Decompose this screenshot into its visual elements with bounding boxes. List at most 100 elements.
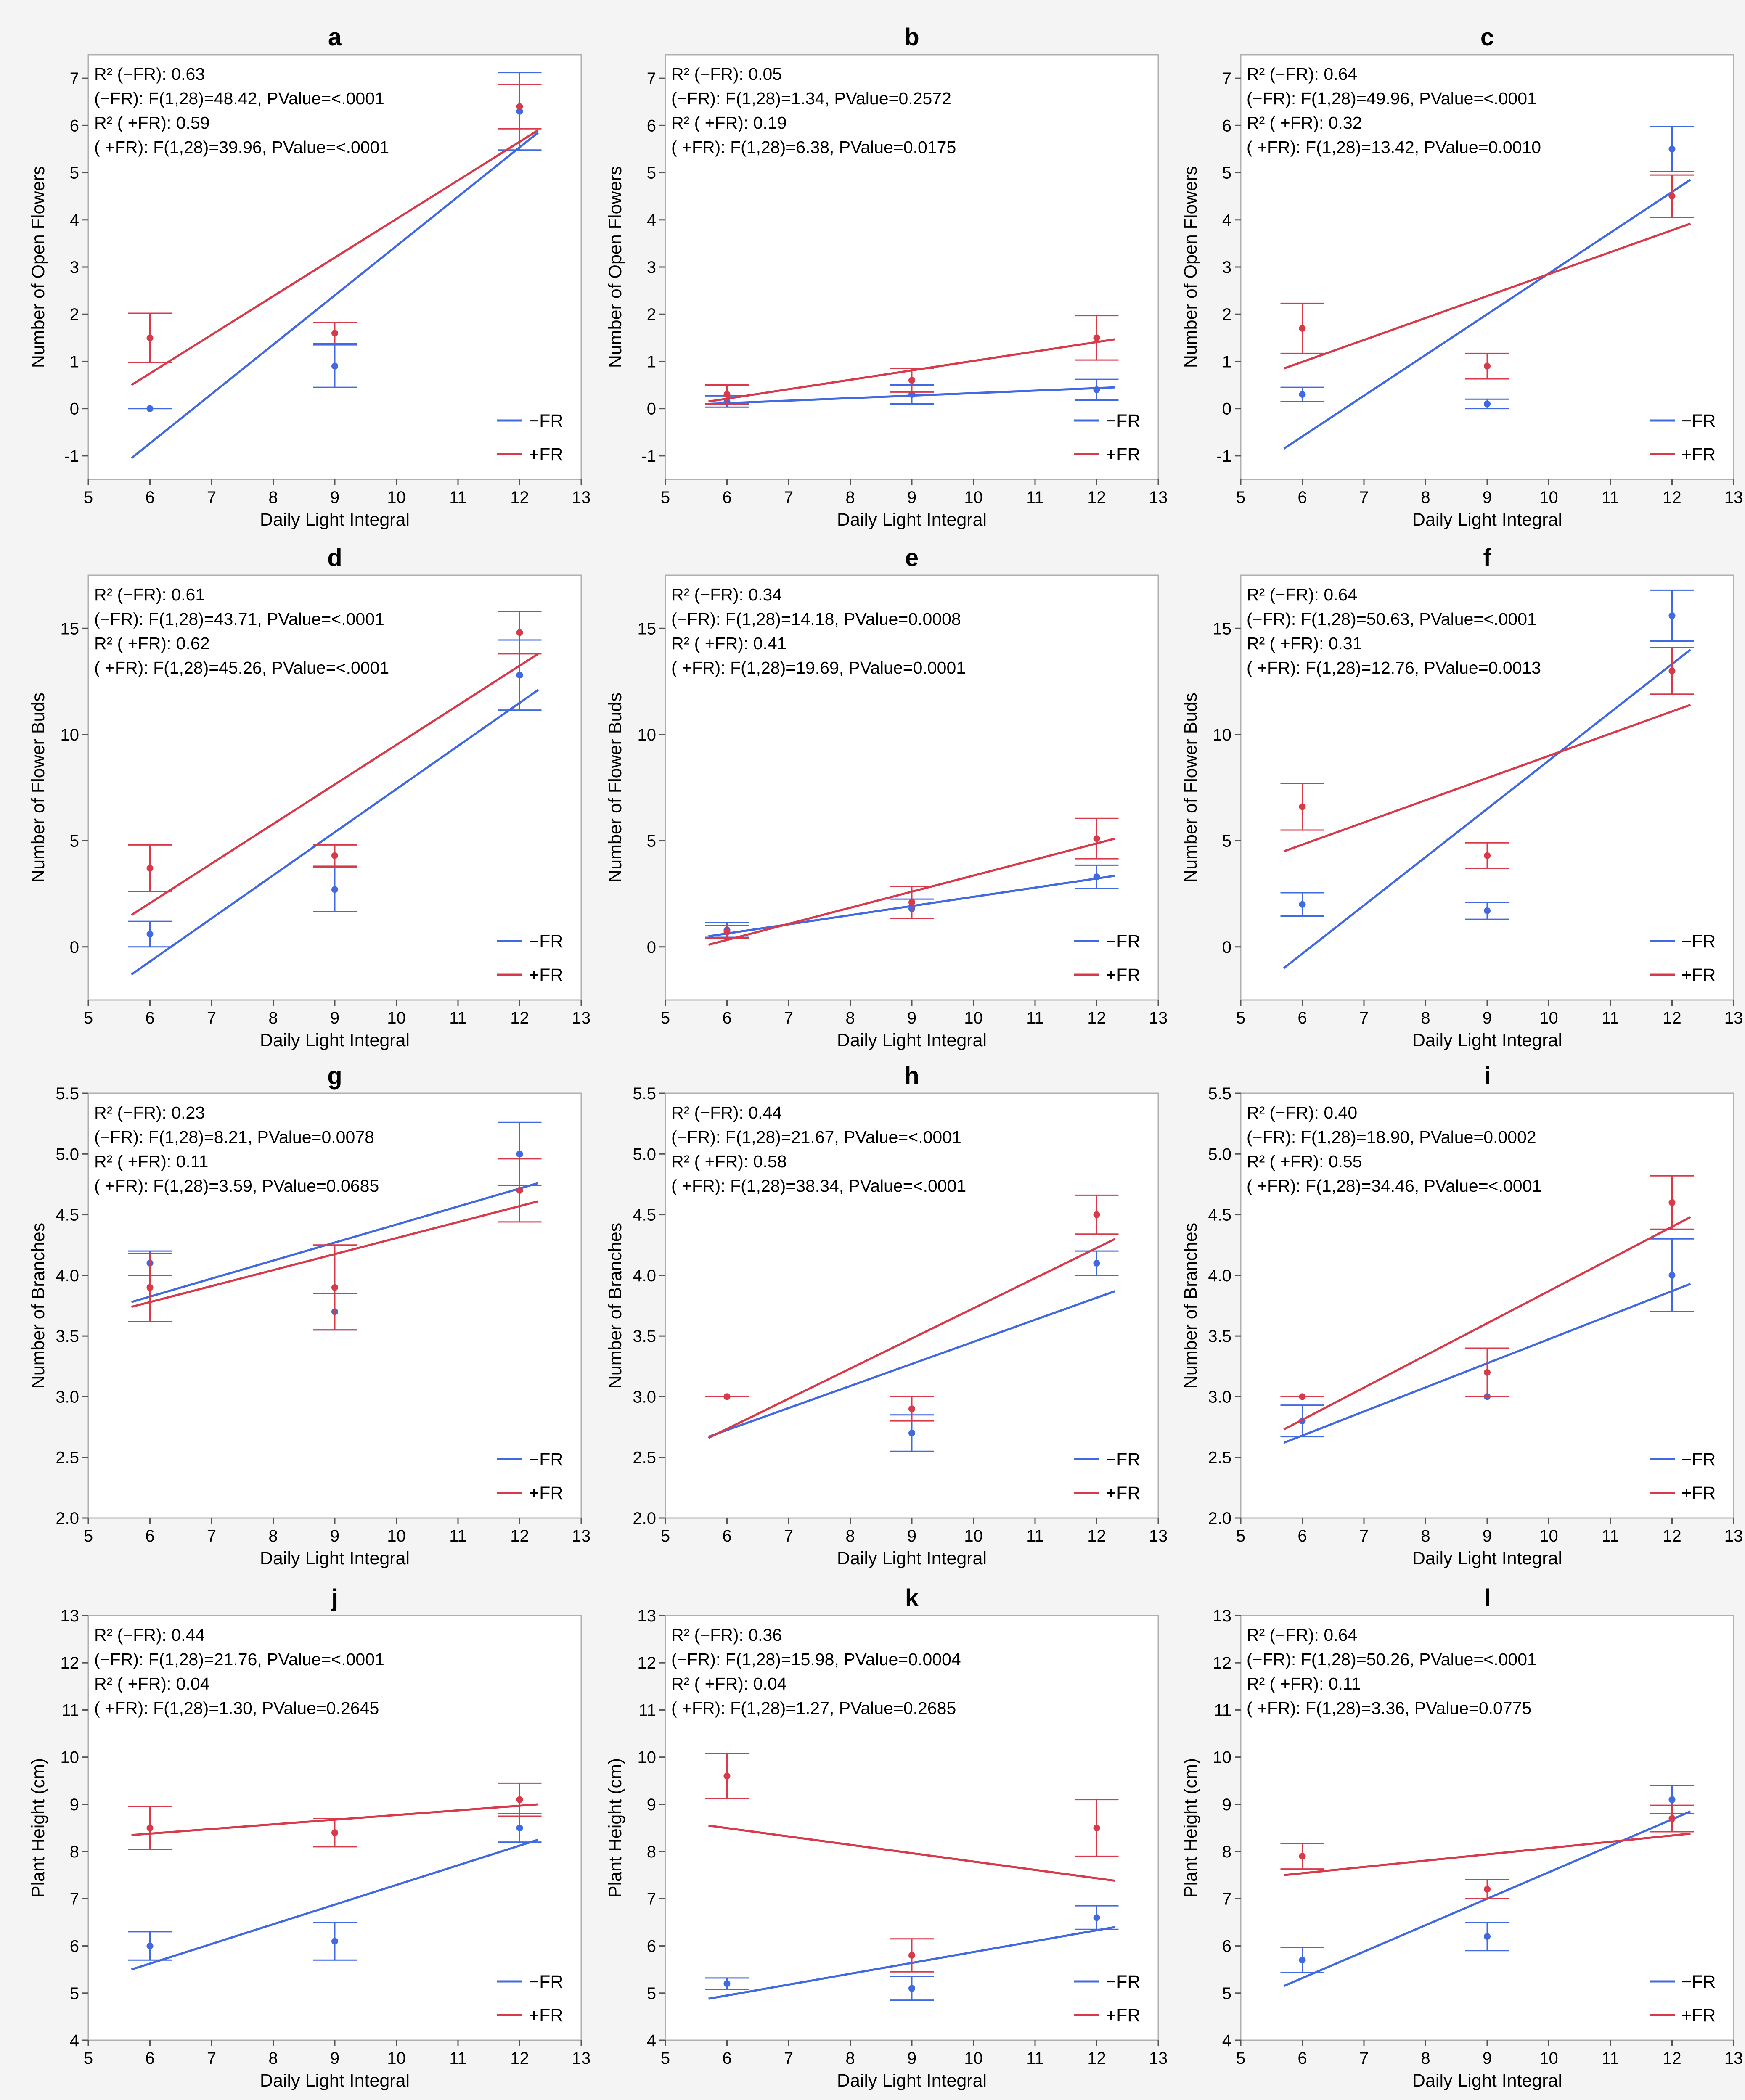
fit-line [1283, 704, 1691, 852]
y-tick-label: 4 [647, 211, 656, 230]
x-tick-label: 7 [1359, 1527, 1369, 1545]
x-tick-label: 8 [1421, 2049, 1430, 2068]
stat-line: R² ( +FR): 0.11 [94, 1152, 209, 1171]
y-tick-label: 4 [70, 211, 79, 230]
stat-line: R² ( +FR): 0.19 [671, 113, 787, 132]
x-tick-label: 7 [207, 1009, 216, 1027]
stat-line: (−FR): F(1,28)=21.76, PValue=<.0001 [94, 1650, 384, 1669]
x-tick-label: 8 [845, 1009, 855, 1027]
data-point [146, 1942, 154, 1949]
y-tick-label: 6 [70, 116, 79, 135]
data-point [908, 1405, 915, 1412]
y-axis-label: Number of Open Flowers [28, 166, 48, 368]
x-axis-label: Daily Light Integral [837, 2071, 987, 2091]
x-tick-label: 6 [145, 488, 154, 507]
stat-line: R² (−FR): 0.64 [1247, 585, 1357, 604]
y-tick-label: 3.5 [1208, 1327, 1231, 1346]
fit-line [1283, 1216, 1691, 1431]
y-tick-label: 8 [1222, 1843, 1231, 1861]
data-point [908, 391, 915, 398]
y-tick-label: 11 [1214, 1701, 1231, 1719]
y-tick-label: 8 [647, 1843, 656, 1861]
y-tick-label: 3 [1222, 258, 1231, 277]
legend: −FR +FR [497, 1972, 563, 2026]
panel-letter: e [905, 544, 919, 571]
plot-area [665, 574, 1159, 1001]
plot-area [1240, 574, 1734, 1001]
y-tick-label: -1 [641, 447, 656, 465]
legend-label: −FR [529, 411, 563, 431]
legend-label: +FR [1106, 965, 1140, 985]
data-point [723, 1393, 731, 1400]
legend-label: −FR [1106, 931, 1140, 952]
x-tick-label: 7 [207, 488, 216, 507]
x-tick-label: 8 [268, 2049, 278, 2068]
panel-letter: l [1484, 1584, 1491, 1612]
data-point [146, 931, 154, 938]
y-tick-label: 10 [638, 726, 657, 744]
y-tick-label: 1 [647, 352, 656, 371]
y-tick-label: 5.0 [633, 1145, 656, 1164]
stat-line: R² ( +FR): 0.31 [1247, 634, 1362, 653]
x-tick-label: 5 [1236, 1009, 1245, 1027]
panel-letter: f [1483, 544, 1491, 571]
y-tick-label: 6 [1222, 116, 1231, 135]
x-tick-label: 11 [1602, 1527, 1619, 1545]
stat-line: R² ( +FR): 0.62 [94, 634, 210, 653]
y-tick-label: 4 [70, 2031, 79, 2050]
x-tick-label: 12 [1663, 1009, 1681, 1027]
y-tick-label: 4 [1222, 2031, 1231, 2050]
x-axis-label: Daily Light Integral [1412, 1548, 1562, 1568]
data-point [331, 330, 338, 337]
stat-line: (−FR): F(1,28)=8.21, PValue=0.0078 [94, 1127, 374, 1147]
data-point [908, 1430, 915, 1436]
data-point [146, 1284, 154, 1291]
stat-line: ( +FR): F(1,28)=1.27, PValue=0.2685 [671, 1698, 956, 1718]
fit-line [131, 653, 539, 916]
legend-label: +FR [1106, 444, 1140, 465]
data-point [723, 928, 731, 936]
fit-line [1283, 222, 1691, 370]
x-tick-label: 9 [330, 1527, 339, 1545]
x-tick-label: 12 [1087, 1009, 1106, 1027]
legend-label: +FR [1681, 1483, 1716, 1503]
stat-line: ( +FR): F(1,28)=3.59, PValue=0.0685 [94, 1176, 379, 1195]
data-point [1093, 873, 1100, 881]
x-tick-label: 13 [1149, 488, 1168, 507]
x-axis-label: Daily Light Integral [837, 1030, 987, 1050]
x-tick-label: 6 [145, 1527, 154, 1545]
y-tick-label: 5.5 [1208, 1084, 1231, 1103]
y-tick-label: 3.0 [56, 1388, 79, 1406]
legend-label: +FR [1106, 2005, 1140, 2026]
stat-line: ( +FR): F(1,28)=45.26, PValue=<.0001 [94, 658, 389, 677]
legend-label: +FR [529, 2005, 563, 2026]
y-axis-label: Number of Open Flowers [605, 166, 625, 368]
stat-line: R² ( +FR): 0.41 [671, 634, 787, 653]
data-point [331, 1938, 338, 1945]
x-tick-label: 6 [1297, 488, 1307, 507]
stat-line: R² (−FR): 0.36 [671, 1625, 782, 1645]
y-tick-label: 5 [1222, 1984, 1231, 2003]
x-tick-label: 13 [572, 2049, 591, 2068]
x-tick-label: 5 [661, 2049, 670, 2068]
x-tick-label: 13 [1724, 488, 1743, 507]
y-tick-label: 9 [1222, 1796, 1231, 1814]
legend: −FR +FR [497, 1449, 563, 1503]
stat-line: R² (−FR): 0.61 [94, 585, 205, 604]
y-tick-label: 15 [61, 619, 79, 638]
x-tick-label: 9 [330, 1009, 339, 1027]
stat-line: R² ( +FR): 0.11 [1247, 1674, 1361, 1693]
y-tick-label: 10 [1213, 726, 1232, 744]
y-tick-label: 3 [70, 258, 79, 277]
y-tick-label: 2 [1222, 305, 1231, 324]
panel-letter: j [331, 1584, 338, 1612]
x-tick-label: 9 [330, 2049, 339, 2068]
data-point [1668, 1815, 1676, 1822]
x-tick-label: 9 [330, 488, 339, 507]
series-minus-fr [128, 72, 542, 459]
panel-letter: c [1480, 24, 1494, 51]
y-tick-label: 5.0 [1208, 1145, 1231, 1164]
x-tick-label: 9 [1483, 1009, 1492, 1027]
y-axis-label: Number of Flower Buds [605, 693, 625, 883]
x-tick-label: 12 [510, 488, 529, 507]
